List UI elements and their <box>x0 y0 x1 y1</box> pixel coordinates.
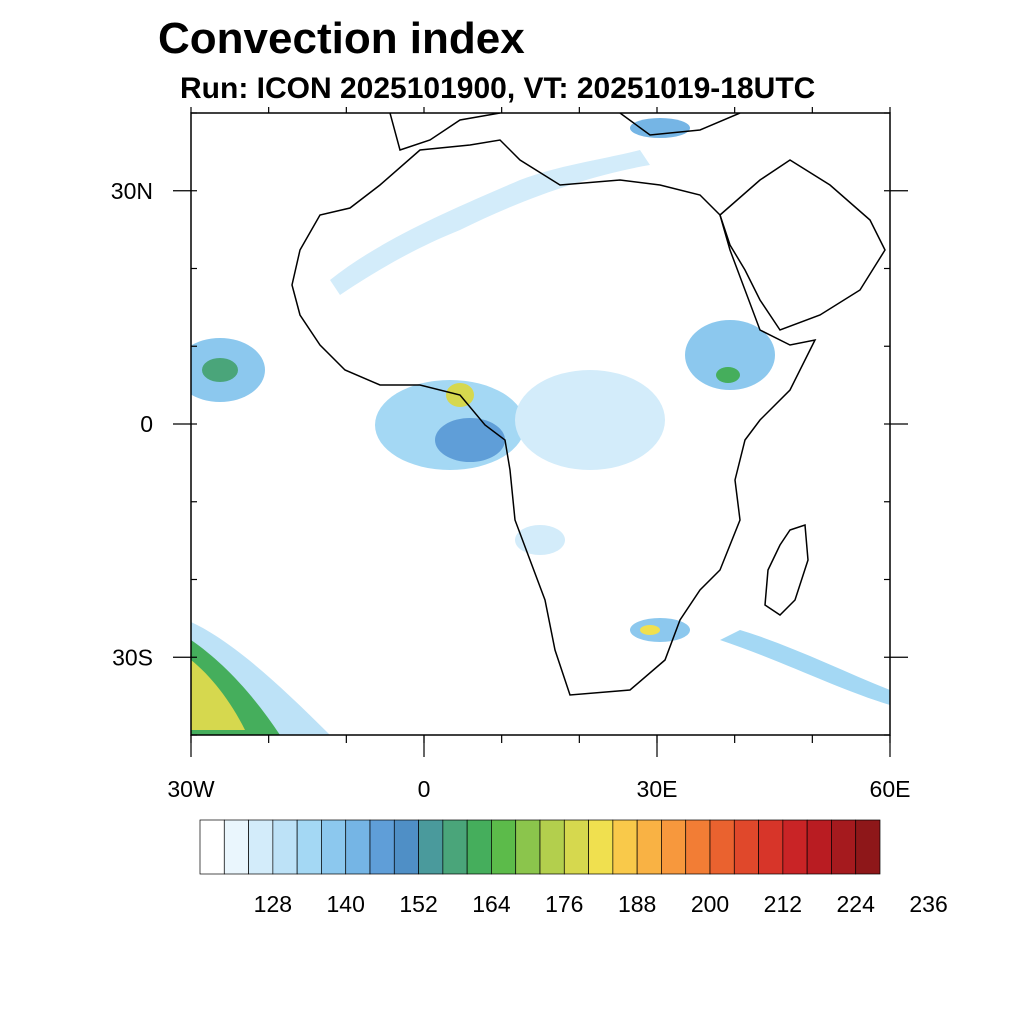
colorbar-swatch <box>733 819 759 875</box>
axis-ticks: 30N 0 30S 30W 0 30E 60E <box>111 107 911 802</box>
coastline-europe-south <box>389 113 501 151</box>
colorbar-swatch <box>442 819 468 875</box>
colorbar-swatch <box>612 819 638 875</box>
convection-area-central-africa <box>515 370 665 470</box>
colorbar-label: 212 <box>764 891 802 917</box>
lon-label: 0 <box>418 776 431 802</box>
colorbar-label: 224 <box>837 891 876 917</box>
colorbar-swatch <box>782 819 808 875</box>
coastline-arabia <box>719 159 886 331</box>
lat-label: 30S <box>112 644 153 670</box>
colorbar-swatch <box>321 819 347 875</box>
colorbar-label: 188 <box>618 891 656 917</box>
colorbar-swatch <box>393 819 419 875</box>
lon-label: 60E <box>870 776 911 802</box>
convection-core-ethiopia <box>716 367 740 383</box>
convection-core-west-atlantic <box>202 358 238 382</box>
coastlines <box>291 113 886 696</box>
map-subtitle: Run: ICON 2025101900, VT: 20251019-18UTC <box>180 72 816 105</box>
colorbar-swatch <box>661 819 687 875</box>
colorbar-swatch <box>588 819 614 875</box>
colorbar-swatch <box>563 819 589 875</box>
convection-band-sahara <box>330 150 650 295</box>
convection-area-angola <box>515 525 565 555</box>
lon-label: 30E <box>637 776 678 802</box>
convection-peak-south-africa <box>640 625 660 635</box>
colorbar-swatch <box>296 819 322 875</box>
colorbar-swatch <box>515 819 541 875</box>
colorbar-swatch <box>248 819 274 875</box>
lat-label: 0 <box>140 411 153 437</box>
colorbar: 128 140 152 164 176 188 200 212 224 236 <box>199 819 948 917</box>
convection-band-indian-ocean <box>720 630 890 705</box>
colorbar-label: 164 <box>472 891 511 917</box>
colorbar-swatch <box>369 819 395 875</box>
convection-area-mediterranean <box>630 118 690 138</box>
convection-area-ethiopia <box>685 320 775 390</box>
colorbar-swatch <box>345 819 371 875</box>
coastline-anatolia <box>619 113 741 136</box>
colorbar-swatch <box>855 819 881 875</box>
coastline-madagascar <box>764 523 809 616</box>
convection-core-gulf-of-guinea <box>435 418 505 462</box>
convection-field <box>191 118 890 735</box>
lat-label: 30N <box>111 178 153 204</box>
colorbar-label: 176 <box>545 891 583 917</box>
colorbar-swatch <box>685 819 711 875</box>
lon-label: 30W <box>167 776 215 802</box>
colorbar-label: 152 <box>399 891 437 917</box>
colorbar-label: 200 <box>691 891 729 917</box>
colorbar-label: 236 <box>909 891 947 917</box>
colorbar-swatch <box>709 819 735 875</box>
colorbar-swatch <box>466 819 492 875</box>
coastline-africa <box>291 139 817 696</box>
colorbar-swatch <box>491 819 517 875</box>
map-title: Convection index <box>158 14 525 63</box>
colorbar-swatch <box>758 819 784 875</box>
colorbar-label: 128 <box>254 891 292 917</box>
colorbar-swatch <box>418 819 444 875</box>
colorbar-label: 140 <box>327 891 365 917</box>
colorbar-swatch <box>831 819 857 875</box>
colorbar-swatch <box>199 819 225 875</box>
colorbar-swatch <box>636 819 662 875</box>
colorbar-swatch <box>806 819 832 875</box>
colorbar-swatch <box>272 819 298 875</box>
colorbar-swatch <box>539 819 565 875</box>
colorbar-swatch <box>223 819 249 875</box>
convection-peak-southwest-atlantic <box>191 660 245 730</box>
